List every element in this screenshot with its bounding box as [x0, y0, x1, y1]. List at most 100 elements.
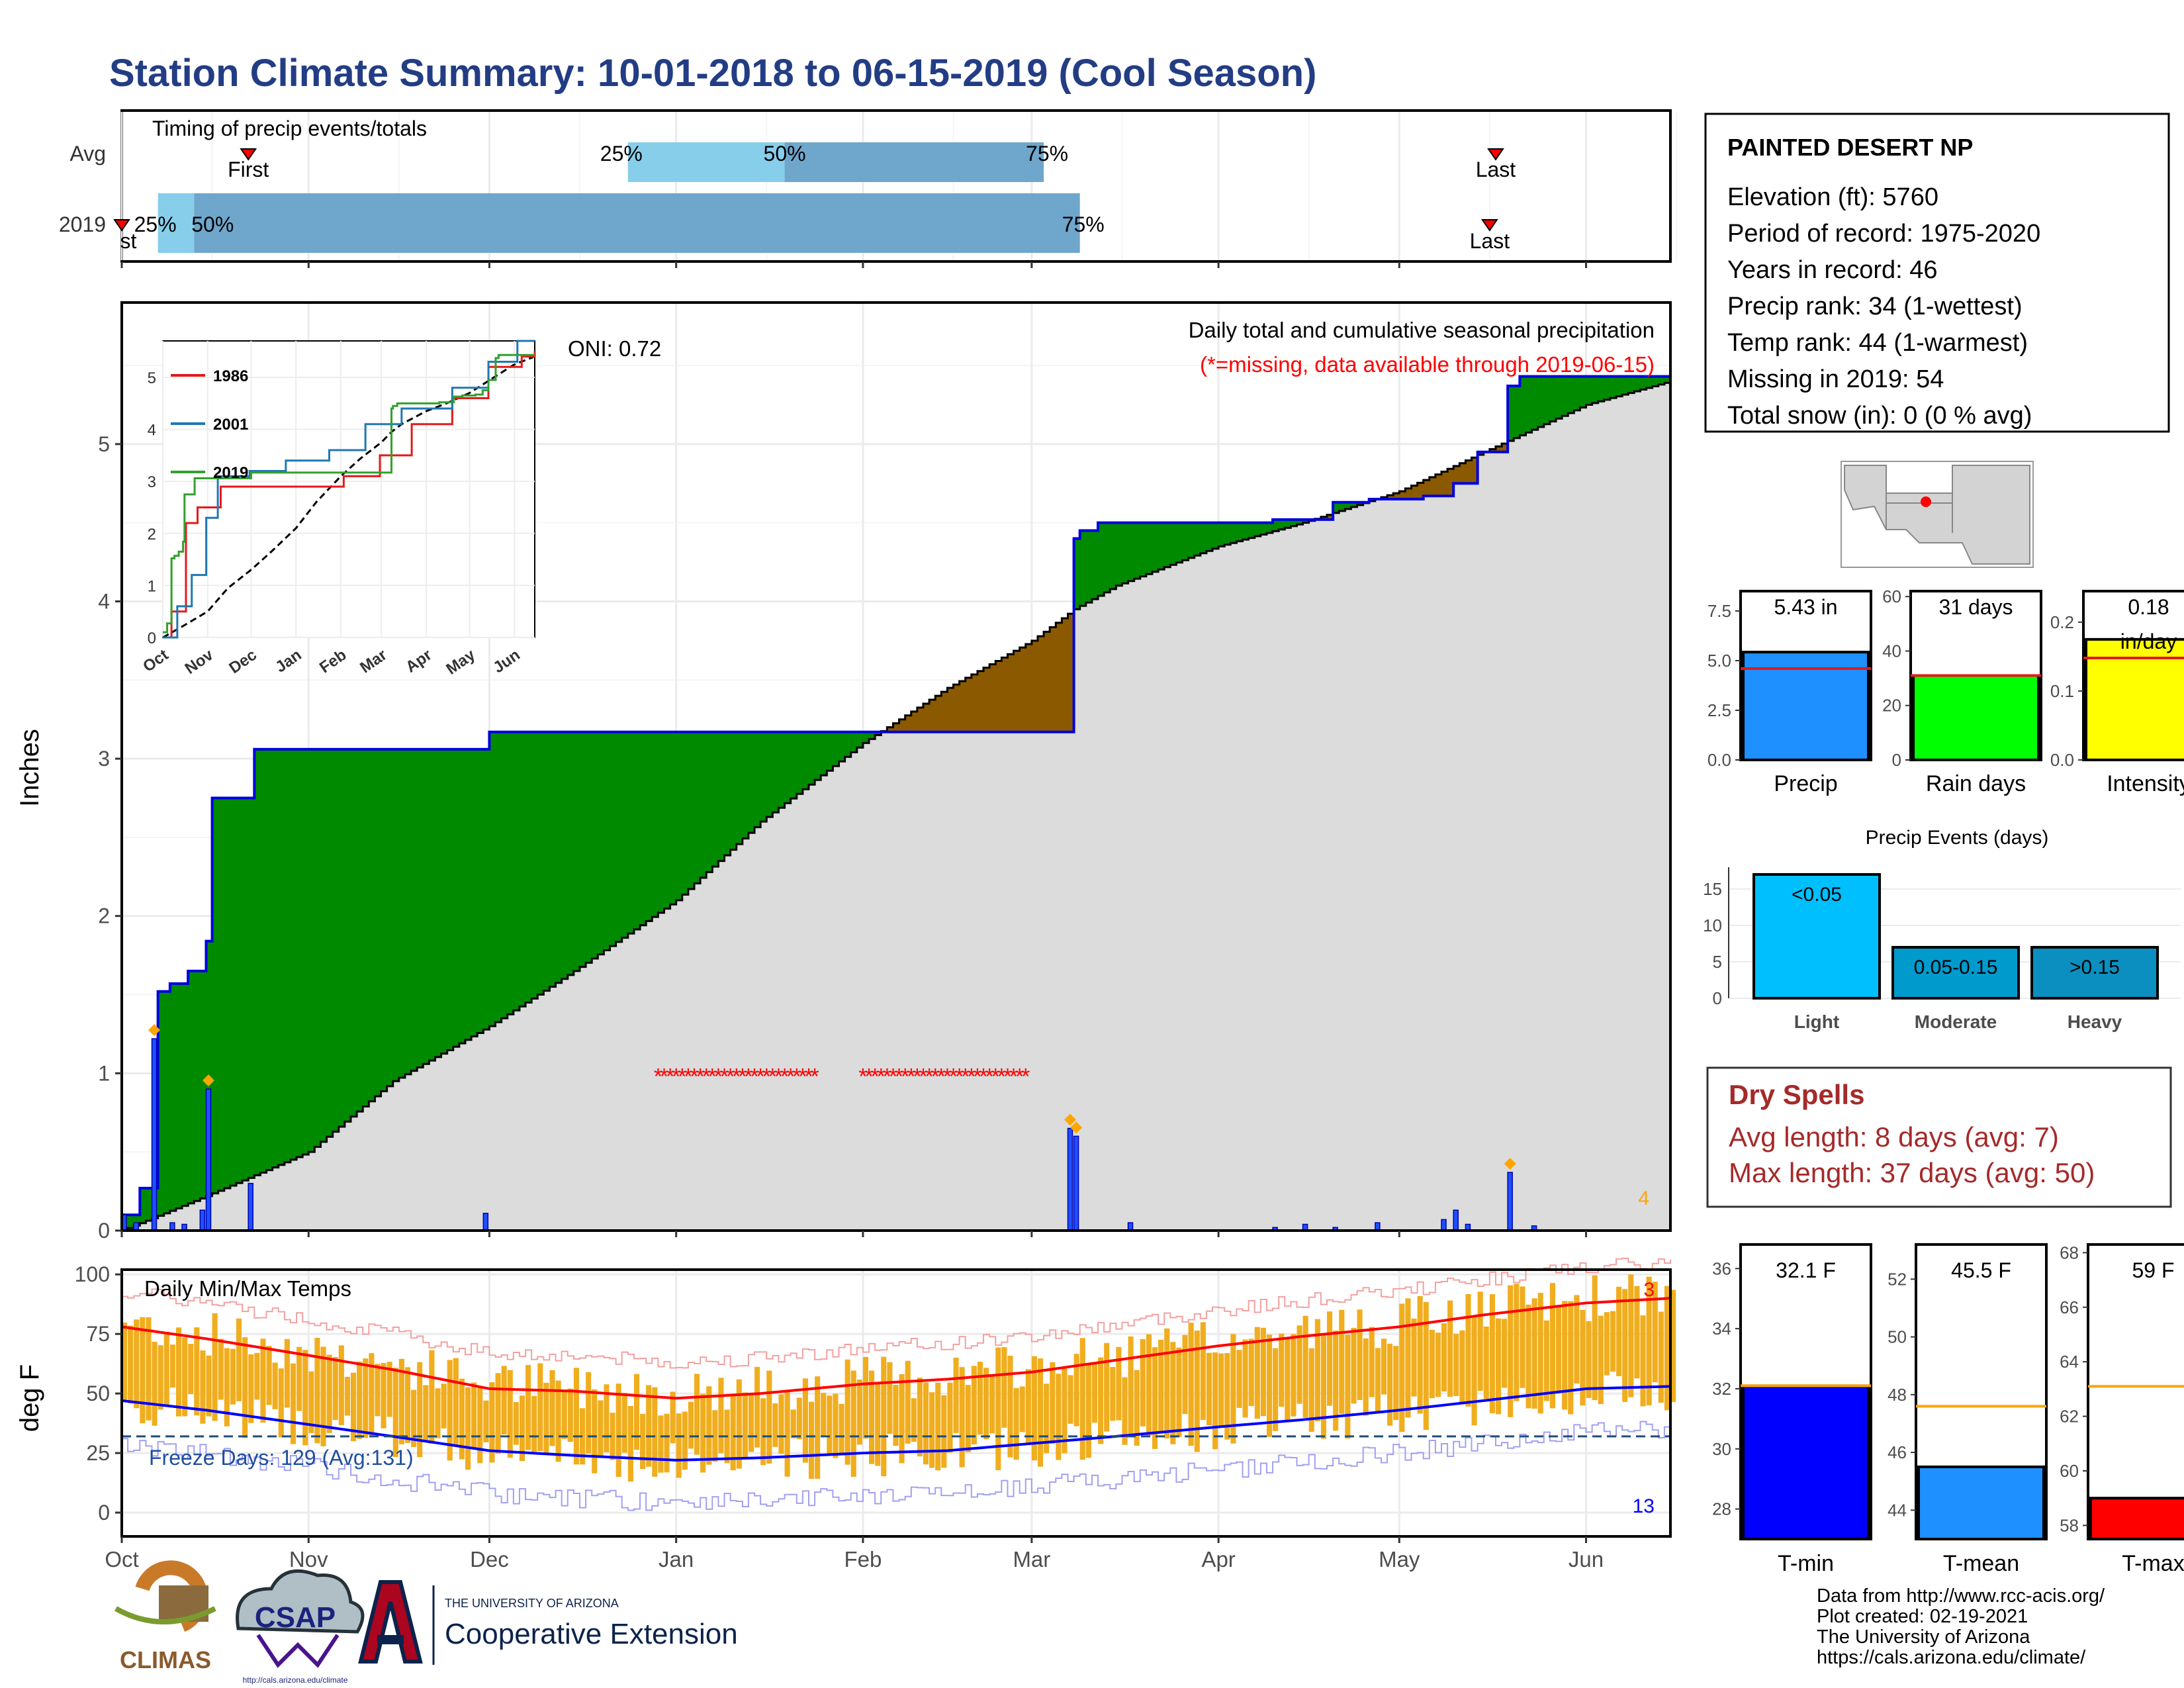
- precip-below-avg-fill: [1001, 657, 1009, 732]
- events-category-label: Light: [1794, 1011, 1839, 1032]
- precip-avg-area: [598, 954, 605, 1231]
- tmin-value-label: 32.1 F: [1776, 1258, 1836, 1282]
- temp-x-tick-label: Jan: [659, 1547, 694, 1571]
- daily-precip-bar: [1453, 1209, 1459, 1231]
- precip-avg-cumulative-line: [122, 381, 1672, 1232]
- missing-data-marker: *: [720, 1064, 729, 1089]
- daily-temp-range-bar: [1242, 1339, 1248, 1418]
- precip-avg-area: [1224, 544, 1231, 1231]
- tmean-tick-label: 46: [1888, 1442, 1907, 1462]
- daily-temp-range-bar: [1218, 1353, 1224, 1428]
- precip-above-avg-fill: [1254, 522, 1261, 537]
- precip-avg-area: [465, 1039, 472, 1231]
- temp-corner-bottom: 13: [1633, 1495, 1655, 1517]
- daily-temp-range-bar: [959, 1367, 965, 1468]
- precip-avg-area: [1001, 731, 1009, 1231]
- precip-avg-area: [1044, 731, 1050, 1231]
- precip-avg-area: [507, 1014, 514, 1231]
- inset-legend-label: 1986: [213, 367, 248, 385]
- precip-avg-area: [748, 833, 755, 1231]
- precip-avg-area: [1206, 551, 1213, 1231]
- precip-above-avg-fill: [1634, 376, 1641, 392]
- climas-logo: CLIMAS: [114, 1560, 216, 1673]
- avg-max-temp-line: [121, 1297, 1671, 1400]
- precip-above-avg-fill: [320, 749, 328, 1142]
- daily-temp-range-bar: [1170, 1342, 1176, 1444]
- daily-temp-range-bar: [664, 1413, 670, 1473]
- precip-below-avg-fill: [989, 664, 996, 732]
- precip-avg-area: [175, 1208, 183, 1231]
- timing-p50-label: 50%: [764, 142, 806, 165]
- daily-temp-range-bar: [682, 1411, 688, 1470]
- missing-data-marker: *: [858, 1064, 867, 1089]
- daily-temp-range-bar: [1411, 1318, 1417, 1397]
- precip-below-avg-fill: [1459, 463, 1467, 484]
- precip-above-avg-fill: [1230, 522, 1238, 543]
- daily-temp-range-bar: [146, 1317, 152, 1421]
- station-name: PAINTED DESERT NP: [1727, 134, 1973, 161]
- daily-temp-range-bar: [748, 1393, 754, 1452]
- credits: Data from http://www.rcc-acis.org/ Plot …: [1817, 1585, 2105, 1668]
- precip-avg-area: [1387, 499, 1394, 1231]
- precip-avg-area: [447, 1050, 454, 1231]
- precip-avg-area: [1574, 410, 1581, 1231]
- daily-temp-range-bar: [796, 1397, 802, 1440]
- precip-avg-area: [290, 1159, 297, 1231]
- precip-panel-subtitle: (*=missing, data available through 2019-…: [1200, 352, 1655, 377]
- precip-above-avg-fill: [1285, 519, 1291, 528]
- daily-temp-range-bar: [169, 1344, 175, 1388]
- precip-avg-area: [1357, 504, 1364, 1231]
- daily-temp-range-bar: [441, 1383, 447, 1429]
- daily-temp-range-bar: [881, 1356, 887, 1477]
- daily-temp-range-bar: [983, 1368, 989, 1440]
- precip-avg-area: [1037, 731, 1044, 1231]
- precip-below-avg-fill: [1327, 514, 1334, 520]
- events-category-label: Heavy: [2068, 1011, 2122, 1032]
- daily-temp-range-bar: [827, 1395, 833, 1454]
- missing-data-marker: *: [913, 1064, 921, 1089]
- daily-temp-range-bar: [194, 1327, 200, 1416]
- daily-temp-range-bar: [453, 1358, 459, 1445]
- precip-avg-area: [856, 747, 864, 1231]
- precip-above-avg-fill: [429, 749, 436, 1061]
- daily-temp-range-bar: [1230, 1334, 1236, 1444]
- precip-avg-area: [983, 731, 990, 1231]
- daily-temp-range-bar: [1658, 1311, 1664, 1403]
- missing-data-marker: *: [792, 1064, 801, 1089]
- daily-temp-range-bar: [1465, 1293, 1471, 1407]
- precip-below-avg-fill: [923, 703, 930, 732]
- precip-above-avg-fill: [827, 731, 833, 771]
- precip-above-avg-fill: [169, 983, 177, 1211]
- precip-above-avg-fill: [453, 749, 460, 1047]
- daily-temp-range-bar: [206, 1355, 212, 1417]
- precip-avg-area: [387, 1086, 394, 1231]
- precip-avg-area: [567, 974, 574, 1231]
- precip-avg-area: [869, 739, 876, 1231]
- daily-temp-range-bar: [1266, 1335, 1273, 1437]
- daily-temp-range-bar: [218, 1338, 224, 1400]
- precip-avg-area: [392, 1081, 400, 1231]
- daily-temp-range-bar: [1537, 1293, 1543, 1414]
- precip-avg-area: [495, 1022, 502, 1231]
- daily-temp-range-bar: [1333, 1331, 1339, 1431]
- precip-avg-area: [1013, 731, 1021, 1231]
- precip-above-avg-fill: [441, 749, 448, 1054]
- precip-avg-area: [224, 1188, 231, 1231]
- inset-1986-line: [163, 351, 536, 639]
- daily-temp-range-bar: [905, 1360, 911, 1444]
- daily-temp-range-bar: [742, 1392, 748, 1459]
- precip-above-avg-fill: [1273, 519, 1279, 532]
- intensity-value-label: in/day: [2120, 630, 2177, 653]
- daily-temp-range-bar: [1646, 1276, 1652, 1405]
- missing-data-marker: *: [1021, 1064, 1030, 1089]
- daily-temp-range-bar: [1182, 1335, 1188, 1415]
- precip-above-avg-fill: [392, 749, 400, 1082]
- precip-avg-area: [398, 1078, 406, 1231]
- precip-avg-area: [1297, 524, 1304, 1231]
- precip-above-avg-fill: [411, 749, 418, 1071]
- precip-above-avg-fill: [664, 731, 671, 909]
- daily-temp-range-bar: [1628, 1274, 1634, 1397]
- tmin-bar: [1742, 1384, 1870, 1541]
- missing-data-marker: *: [1015, 1064, 1024, 1089]
- daily-temp-range-bar: [483, 1400, 489, 1442]
